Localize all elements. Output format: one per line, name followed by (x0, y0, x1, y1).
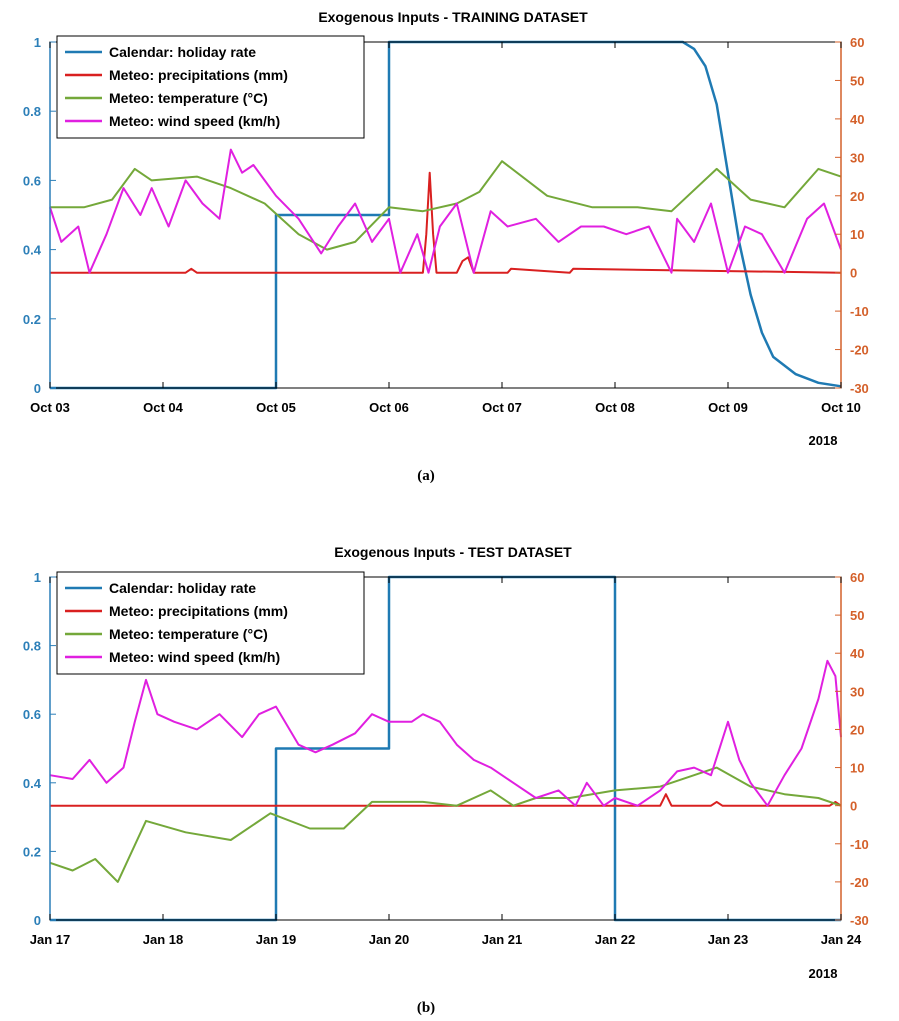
left-tick-label: 0 (34, 913, 41, 928)
series-line-temp (50, 160, 842, 251)
series-line-wind (49, 659, 842, 807)
x-tick-label: Oct 03 (30, 400, 70, 415)
legend: Calendar: holiday rate Meteo: precipitati… (56, 571, 365, 675)
legend-label: Meteo: wind speed (km/h) (109, 113, 280, 129)
x-tick-label: Oct 08 (595, 400, 635, 415)
legend-box (56, 571, 365, 675)
series-line-holiday (50, 40, 842, 390)
left-tick-label: 0.6 (23, 707, 41, 722)
right-tick-label: 30 (850, 684, 864, 699)
x-tick-label: Jan 18 (143, 932, 183, 947)
x-tick-label: Jan 23 (708, 932, 748, 947)
x-tick-label: Oct 09 (708, 400, 748, 415)
figure-caption: (b) (417, 1000, 435, 1016)
figure-caption: (a) (417, 468, 435, 484)
right-tick-label: 20 (850, 722, 864, 737)
chart-panel-training: Exogenous Inputs - TRAINING DATASET 0 0.2… (23, 9, 869, 484)
left-tick-label: 0.6 (23, 173, 41, 188)
series-line-precip (50, 171, 842, 274)
legend-label: Meteo: precipitations (mm) (109, 603, 288, 619)
left-tick-label: 0.4 (23, 776, 42, 791)
right-tick-label: 50 (850, 73, 864, 88)
x-tick-label: Jan 20 (369, 932, 409, 947)
right-tick-label: 0 (850, 799, 857, 814)
legend-label: Calendar: holiday rate (109, 44, 256, 60)
chart-title: Exogenous Inputs - TEST DATASET (334, 544, 572, 560)
legend-label: Meteo: precipitations (mm) (109, 67, 288, 83)
right-tick-label: 40 (850, 112, 864, 127)
right-tick-label: -10 (850, 304, 869, 319)
series-line-holiday (50, 575, 841, 922)
x-tick-label: Oct 04 (143, 400, 184, 415)
legend-label: Meteo: wind speed (km/h) (109, 649, 280, 665)
right-tick-label: 60 (850, 570, 864, 585)
year-label: 2018 (809, 433, 838, 448)
right-tick-label: 10 (850, 227, 864, 242)
x-tick-label: Oct 06 (369, 400, 409, 415)
x-tick-label: Oct 05 (256, 400, 296, 415)
legend-label: Calendar: holiday rate (109, 580, 256, 596)
right-tick-label: -10 (850, 837, 869, 852)
series-line-wind (49, 148, 842, 274)
right-tick-label: 40 (850, 646, 864, 661)
right-tick-label: 0 (850, 266, 857, 281)
left-tick-label: 1 (34, 570, 41, 585)
legend-label: Meteo: temperature (°C) (109, 626, 268, 642)
left-tick-label: 0 (34, 381, 41, 396)
right-tick-label: -20 (850, 875, 869, 890)
right-tick-label: 20 (850, 189, 864, 204)
right-tick-label: -30 (850, 381, 869, 396)
right-tick-label: 50 (850, 608, 864, 623)
left-tick-label: 0.8 (23, 104, 41, 119)
left-tick-label: 0.4 (23, 243, 42, 258)
left-tick-label: 0.2 (23, 312, 41, 327)
series-line-temp (49, 766, 842, 883)
legend: Calendar: holiday rate Meteo: precipitati… (56, 35, 365, 139)
x-tick-label: Jan 22 (595, 932, 635, 947)
left-tick-label: 0.2 (23, 844, 41, 859)
left-tick-label: 0.8 (23, 639, 41, 654)
right-tick-label: 10 (850, 761, 864, 776)
x-tick-label: Jan 24 (821, 932, 862, 947)
x-tick-label: Jan 17 (30, 932, 70, 947)
chart-panel-test: Exogenous Inputs - TEST DATASET 0 0.2 0.4 0… (23, 544, 869, 1016)
right-tick-label: -30 (850, 913, 869, 928)
x-tick-label: Jan 19 (256, 932, 296, 947)
chart-title: Exogenous Inputs - TRAINING DATASET (318, 9, 588, 25)
right-tick-label: 30 (850, 150, 864, 165)
legend-box (56, 35, 365, 139)
right-tick-label: -20 (850, 343, 869, 358)
year-label: 2018 (809, 966, 838, 981)
x-tick-label: Jan 21 (482, 932, 522, 947)
x-tick-label: Oct 07 (482, 400, 522, 415)
legend-label: Meteo: temperature (°C) (109, 90, 268, 106)
x-tick-label: Oct 10 (821, 400, 861, 415)
left-tick-label: 1 (34, 35, 41, 50)
right-tick-label: 60 (850, 35, 864, 50)
